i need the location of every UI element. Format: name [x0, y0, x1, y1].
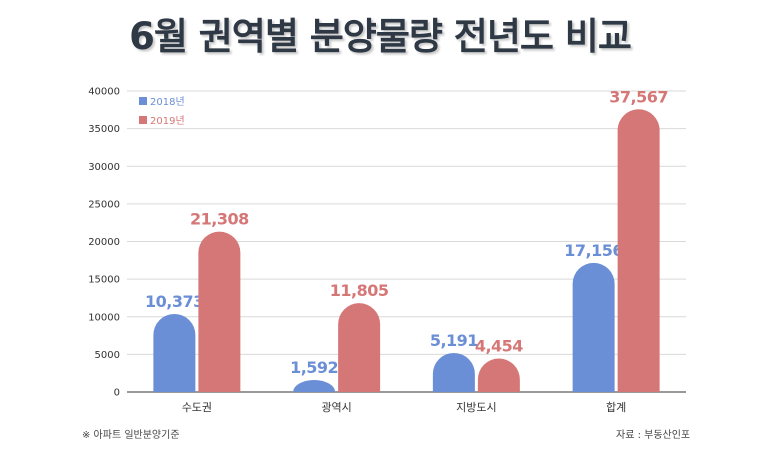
data-label: 11,805 [330, 281, 389, 300]
data-label: 21,308 [190, 210, 249, 229]
bar [572, 262, 615, 392]
x-tick-label: 광역시 [321, 401, 351, 414]
x-tick-label: 수도권 [182, 401, 212, 414]
data-label: 4,454 [475, 336, 523, 355]
bar [338, 303, 381, 392]
bar [477, 358, 520, 392]
legend-swatch [139, 97, 147, 105]
data-label: 37,567 [609, 87, 668, 106]
legend-label: 2018년 [150, 96, 185, 108]
data-label: 17,156 [564, 241, 623, 260]
y-tick-label: 15000 [88, 275, 120, 286]
bar [293, 380, 336, 392]
y-tick-label: 25000 [88, 199, 120, 210]
bar [198, 231, 241, 392]
data-label: 10,373 [145, 292, 204, 311]
legend-label: 2019년 [150, 115, 185, 127]
source-note: 자료 : 부동산인포 [616, 430, 691, 441]
footnote: ※ 아파트 일반분양기준 [82, 430, 180, 441]
data-label: 5,191 [430, 331, 478, 350]
y-tick-label: 10000 [88, 312, 120, 323]
bar [153, 313, 196, 392]
y-tick-label: 20000 [88, 237, 120, 248]
bar [432, 352, 475, 392]
x-tick-label: 합계 [606, 401, 626, 414]
y-tick-label: 35000 [88, 124, 120, 135]
y-tick-label: 40000 [88, 87, 120, 98]
bar [617, 109, 660, 392]
chart-title: 6월 권역별 분양물량 전년도 비교 [129, 15, 632, 58]
x-tick-label: 지방도시 [456, 401, 496, 414]
legend-swatch [139, 116, 147, 124]
y-tick-label: 30000 [88, 162, 120, 173]
y-tick-label: 0 [114, 388, 120, 399]
y-tick-label: 5000 [95, 350, 120, 361]
data-label: 1,592 [290, 358, 338, 377]
